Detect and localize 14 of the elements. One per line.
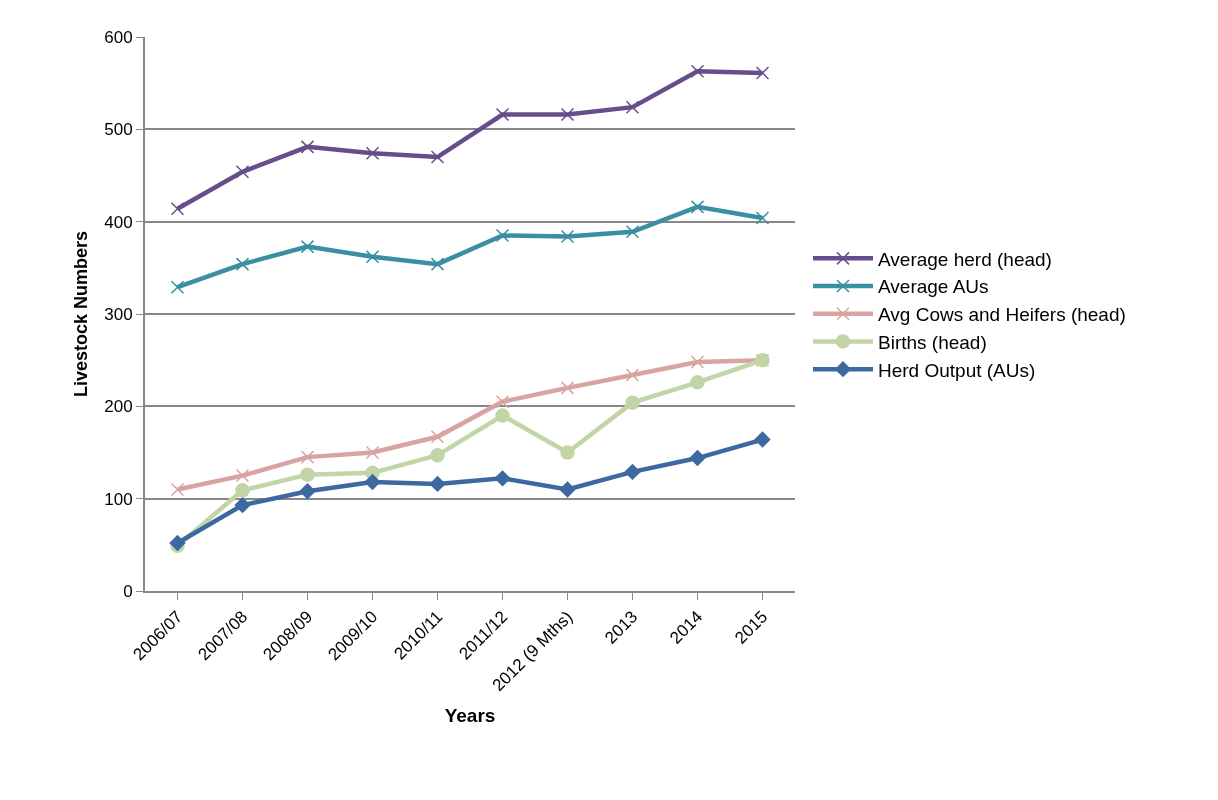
x-axis-title: Years — [444, 705, 496, 727]
y-tick-label: 0 — [123, 581, 133, 601]
legend-label: Average herd (head) — [878, 248, 1052, 270]
y-tick-label: 400 — [104, 212, 133, 232]
legend-label: Births (head) — [878, 331, 987, 353]
y-tick-label: 200 — [104, 397, 133, 417]
y-axis-title: Livestock Numbers — [70, 230, 91, 398]
y-tick-label: 600 — [104, 27, 133, 47]
legend-label: Avg Cows and Heifers (head) — [878, 304, 1126, 326]
y-tick-label: 300 — [104, 304, 133, 324]
y-tick-label: 100 — [104, 489, 133, 509]
legend-label: Herd Output (AUs) — [878, 359, 1036, 381]
legend-label: Average AUs — [878, 276, 989, 298]
y-tick-label: 500 — [104, 120, 133, 140]
